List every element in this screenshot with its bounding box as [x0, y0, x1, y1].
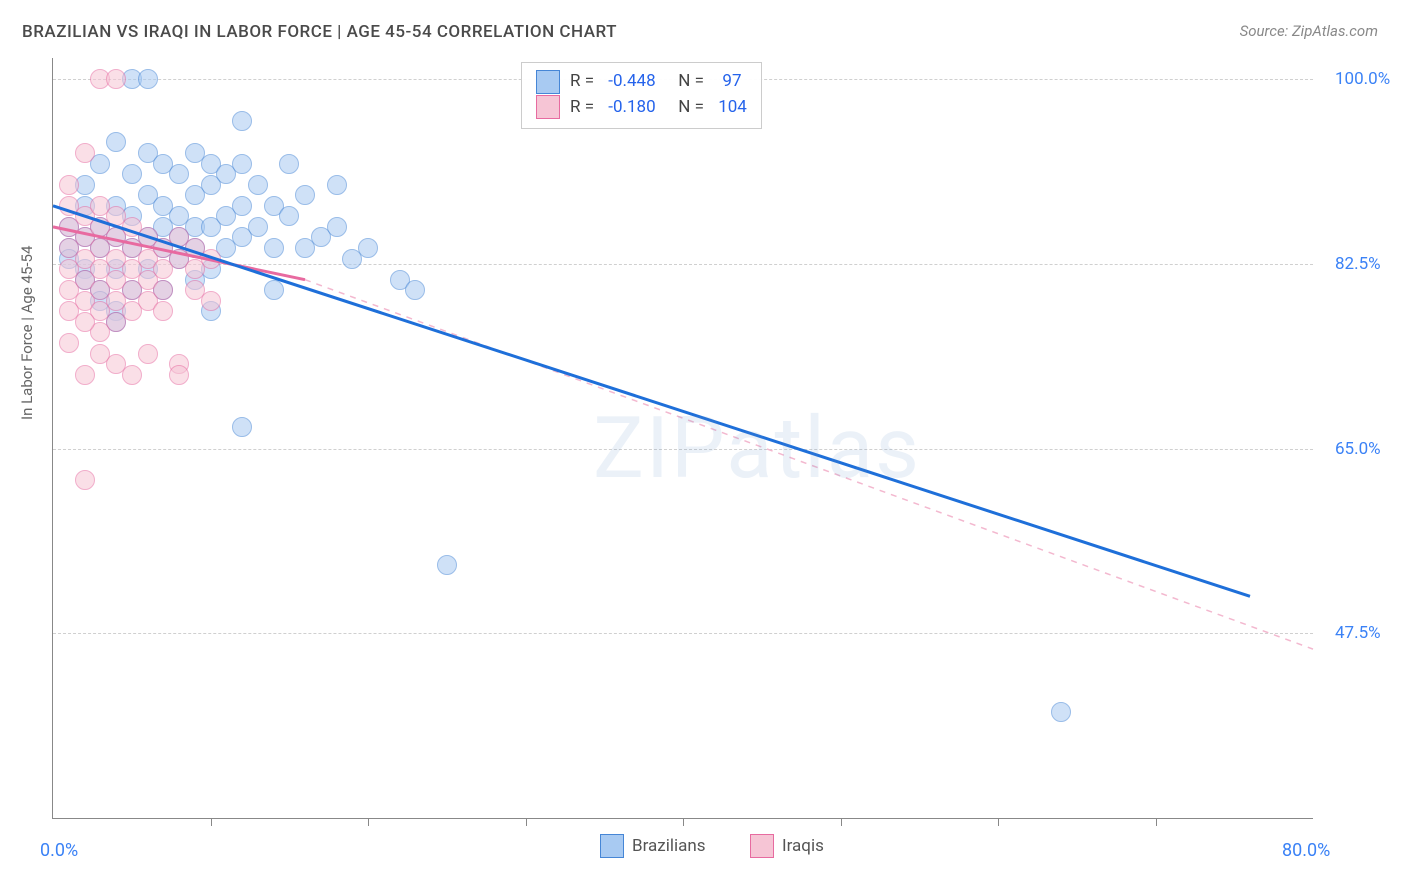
scatter-point-iraqis	[138, 344, 158, 364]
y-tick-label: 100.0%	[1335, 69, 1390, 89]
scatter-point-brazilians	[138, 69, 158, 89]
legend-label: Iraqis	[782, 836, 824, 856]
y-tick-label: 82.5%	[1335, 254, 1381, 274]
legend-swatch-icon	[750, 834, 774, 858]
x-tick	[368, 818, 369, 826]
scatter-point-iraqis	[201, 249, 221, 269]
x-tick	[1156, 818, 1157, 826]
scatter-point-brazilians	[232, 196, 252, 216]
legend-item-brazilians: Brazilians	[600, 834, 706, 858]
chart-title: BRAZILIAN VS IRAQI IN LABOR FORCE | AGE …	[22, 22, 617, 42]
scatter-point-brazilians	[248, 175, 268, 195]
stats-row: R = -0.448 N = 97	[536, 69, 747, 95]
scatter-point-brazilians	[106, 132, 126, 152]
scatter-point-brazilians	[437, 555, 457, 575]
scatter-point-brazilians	[232, 111, 252, 131]
scatter-point-iraqis	[75, 312, 95, 332]
stats-box: R = -0.448 N = 97R = -0.180 N = 104	[521, 62, 762, 129]
plot-area: 100.0%82.5%65.0%47.5%ZIPatlasR = -0.448 …	[52, 58, 1313, 819]
scatter-point-brazilians	[295, 185, 315, 205]
source-label: Source: ZipAtlas.com	[1240, 22, 1378, 40]
scatter-point-iraqis	[169, 365, 189, 385]
scatter-point-iraqis	[201, 291, 221, 311]
x-tick	[211, 818, 212, 826]
scatter-point-iraqis	[122, 365, 142, 385]
x-max-label: 80.0%	[1282, 840, 1330, 861]
legend-swatch-icon	[536, 95, 560, 119]
scatter-point-brazilians	[264, 280, 284, 300]
scatter-point-brazilians	[327, 217, 347, 237]
scatter-point-iraqis	[90, 344, 110, 364]
y-axis-title: In Labor Force | Age 45-54	[18, 246, 36, 420]
scatter-point-brazilians	[248, 217, 268, 237]
scatter-point-brazilians	[232, 154, 252, 174]
legend-swatch-icon	[536, 70, 560, 94]
x-origin-label: 0.0%	[40, 840, 78, 861]
scatter-point-brazilians	[358, 238, 378, 258]
legend-label: Brazilians	[632, 836, 706, 856]
stats-row: R = -0.180 N = 104	[536, 95, 747, 121]
scatter-point-iraqis	[153, 280, 173, 300]
y-tick-label: 47.5%	[1335, 623, 1381, 643]
scatter-point-brazilians	[232, 417, 252, 437]
scatter-point-iraqis	[75, 143, 95, 163]
scatter-point-brazilians	[405, 280, 425, 300]
scatter-point-iraqis	[153, 301, 173, 321]
gridline	[53, 449, 1313, 450]
scatter-point-iraqis	[75, 365, 95, 385]
gridline	[53, 633, 1313, 634]
scatter-point-iraqis	[75, 470, 95, 490]
scatter-point-iraqis	[59, 333, 79, 353]
scatter-point-brazilians	[279, 154, 299, 174]
scatter-point-brazilians	[279, 206, 299, 226]
scatter-point-brazilians	[122, 164, 142, 184]
gridline	[53, 264, 1313, 265]
legend-item-iraqis: Iraqis	[750, 834, 824, 858]
scatter-point-brazilians	[327, 175, 347, 195]
x-tick	[998, 818, 999, 826]
y-tick-label: 65.0%	[1335, 439, 1381, 459]
scatter-point-iraqis	[106, 69, 126, 89]
legend-swatch-icon	[600, 834, 624, 858]
x-tick	[526, 818, 527, 826]
scatter-point-iraqis	[59, 175, 79, 195]
scatter-point-brazilians	[169, 164, 189, 184]
scatter-point-brazilians	[264, 238, 284, 258]
x-tick	[841, 818, 842, 826]
scatter-point-brazilians	[1051, 702, 1071, 722]
x-tick	[683, 818, 684, 826]
